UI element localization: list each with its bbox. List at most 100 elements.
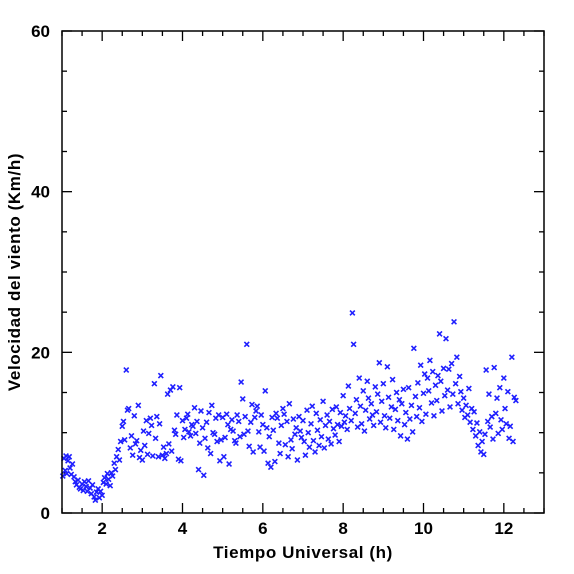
data-point-marker xyxy=(475,442,482,449)
data-point-marker xyxy=(139,457,146,463)
data-point-marker xyxy=(151,380,158,387)
data-point-marker xyxy=(439,408,445,414)
data-point-marker xyxy=(65,457,71,464)
data-point-marker xyxy=(265,460,272,467)
data-point-marker xyxy=(377,419,384,426)
data-point-marker xyxy=(176,384,183,391)
data-point-marker xyxy=(487,424,494,431)
data-point-marker xyxy=(394,417,401,424)
data-point-marker xyxy=(132,440,139,447)
data-point-marker xyxy=(373,408,380,415)
data-point-marker xyxy=(380,380,387,387)
data-point-marker xyxy=(215,412,222,418)
data-point-marker xyxy=(408,402,415,409)
data-point-marker xyxy=(388,403,395,410)
data-point-marker xyxy=(169,383,176,390)
data-point-marker xyxy=(406,416,413,422)
data-point-marker xyxy=(449,391,456,398)
data-point-marker xyxy=(503,420,510,427)
data-point-marker xyxy=(143,417,150,424)
data-point-marker xyxy=(328,440,335,447)
data-point-marker xyxy=(456,373,463,380)
data-point-marker xyxy=(393,389,400,396)
data-point-marker xyxy=(481,431,488,438)
data-point-marker xyxy=(336,438,343,445)
data-point-marker xyxy=(75,477,82,484)
data-point-marker xyxy=(253,408,259,414)
data-point-marker xyxy=(239,395,246,402)
data-point-marker xyxy=(330,425,337,432)
data-point-marker xyxy=(358,420,365,427)
data-point-marker xyxy=(512,397,519,404)
data-point-marker xyxy=(320,398,327,405)
data-point-marker xyxy=(263,424,270,431)
data-point-marker xyxy=(368,400,375,407)
data-point-marker xyxy=(155,453,162,460)
data-point-marker xyxy=(160,444,167,451)
y-tick-label: 0 xyxy=(41,504,50,523)
data-point-marker xyxy=(275,440,282,447)
data-point-marker xyxy=(465,385,472,392)
data-point-marker xyxy=(448,360,455,367)
data-point-marker xyxy=(457,388,464,395)
data-point-marker xyxy=(422,411,429,418)
data-point-marker xyxy=(480,451,487,458)
data-point-marker xyxy=(171,427,178,434)
data-point-marker xyxy=(207,450,214,457)
data-point-marker xyxy=(385,394,392,401)
data-point-marker xyxy=(238,379,245,386)
data-point-marker xyxy=(109,473,116,480)
data-point-marker xyxy=(472,432,479,439)
data-point-marker xyxy=(416,404,423,411)
data-point-marker xyxy=(444,387,451,394)
data-point-marker xyxy=(425,387,432,394)
data-point-marker xyxy=(308,420,314,427)
data-point-marker xyxy=(152,435,159,442)
data-point-marker xyxy=(386,415,393,422)
data-point-marker xyxy=(304,407,310,414)
data-point-marker xyxy=(180,434,187,441)
data-point-marker xyxy=(484,418,491,425)
data-point-marker xyxy=(145,430,152,437)
data-point-marker xyxy=(89,481,96,488)
data-point-marker xyxy=(400,386,407,393)
data-point-marker xyxy=(77,485,84,492)
data-point-marker xyxy=(433,397,440,404)
data-point-marker xyxy=(83,483,90,490)
data-point-marker xyxy=(490,436,496,443)
y-tick-label: 20 xyxy=(31,343,50,362)
data-point-marker xyxy=(421,371,428,377)
data-point-marker xyxy=(397,432,404,439)
data-point-marker xyxy=(148,422,155,429)
data-point-marker xyxy=(390,426,397,433)
data-point-marker xyxy=(123,367,130,373)
data-point-marker xyxy=(510,438,517,445)
data-point-marker xyxy=(301,438,308,445)
data-point-marker xyxy=(135,402,142,409)
data-point-marker xyxy=(119,423,126,430)
data-point-marker xyxy=(294,457,301,463)
data-point-marker xyxy=(436,330,443,337)
data-point-marker xyxy=(459,407,466,414)
x-tick-label: 4 xyxy=(178,519,188,538)
data-point-marker xyxy=(455,400,462,407)
data-point-marker xyxy=(372,383,379,390)
data-point-marker xyxy=(491,364,498,371)
data-point-marker xyxy=(107,482,114,489)
data-point-marker xyxy=(312,448,319,455)
data-point-marker xyxy=(432,382,439,389)
data-point-marker xyxy=(283,418,290,425)
data-point-marker xyxy=(370,422,377,429)
data-point-marker xyxy=(157,372,164,379)
data-point-marker xyxy=(147,415,154,422)
data-point-marker xyxy=(277,450,284,457)
data-point-marker xyxy=(402,409,409,416)
data-point-marker xyxy=(321,444,328,451)
data-point-marker xyxy=(384,363,391,370)
data-point-marker xyxy=(430,412,437,419)
data-point-marker xyxy=(341,419,348,426)
data-point-marker xyxy=(318,433,325,440)
data-point-marker xyxy=(59,473,66,480)
data-point-marker xyxy=(202,435,208,442)
data-point-marker xyxy=(206,409,212,416)
